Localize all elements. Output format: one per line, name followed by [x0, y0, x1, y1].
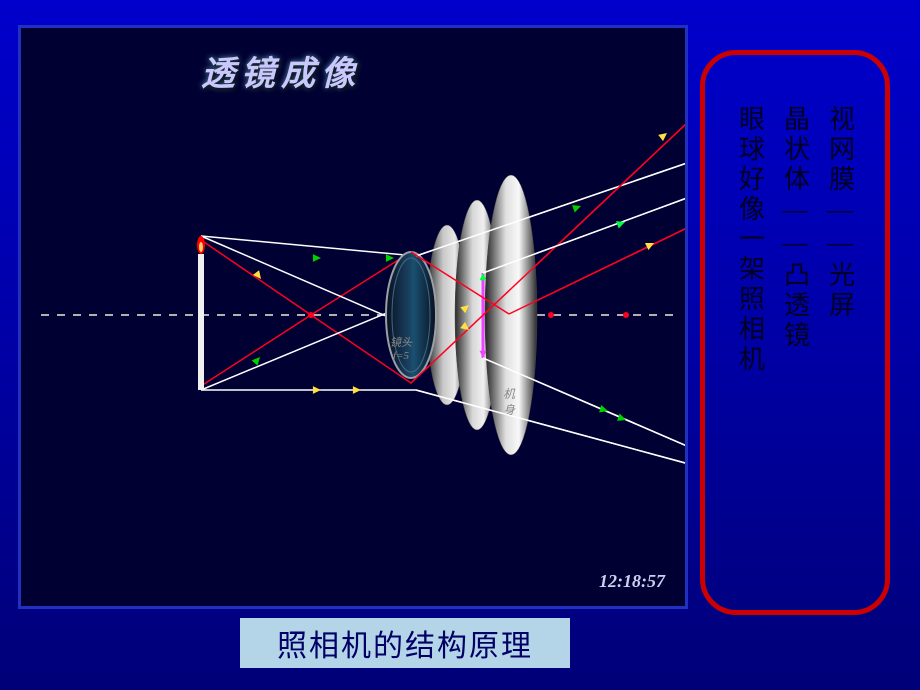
timestamp-label: 12:18:57	[599, 571, 665, 592]
analogy-line-3: 眼球好像一架照相机	[732, 105, 769, 375]
optics-diagram: 镜头f=5机身	[21, 28, 685, 606]
svg-text:镜头: 镜头	[390, 336, 413, 349]
analogy-line-2: 晶状体——凸透镜	[777, 105, 814, 351]
svg-text:f=5: f=5	[393, 350, 409, 362]
analogy-line-1: 视网膜——光屏	[822, 105, 859, 321]
caption-box: 照相机的结构原理	[240, 618, 570, 668]
analogy-side-box: 视网膜——光屏 晶状体——凸透镜 眼球好像一架照相机	[700, 50, 890, 615]
svg-text:机: 机	[503, 387, 516, 401]
diagram-panel: 透镜成像	[18, 25, 688, 609]
caption-text: 照相机的结构原理	[277, 621, 533, 665]
stage: 透镜成像	[0, 0, 920, 690]
